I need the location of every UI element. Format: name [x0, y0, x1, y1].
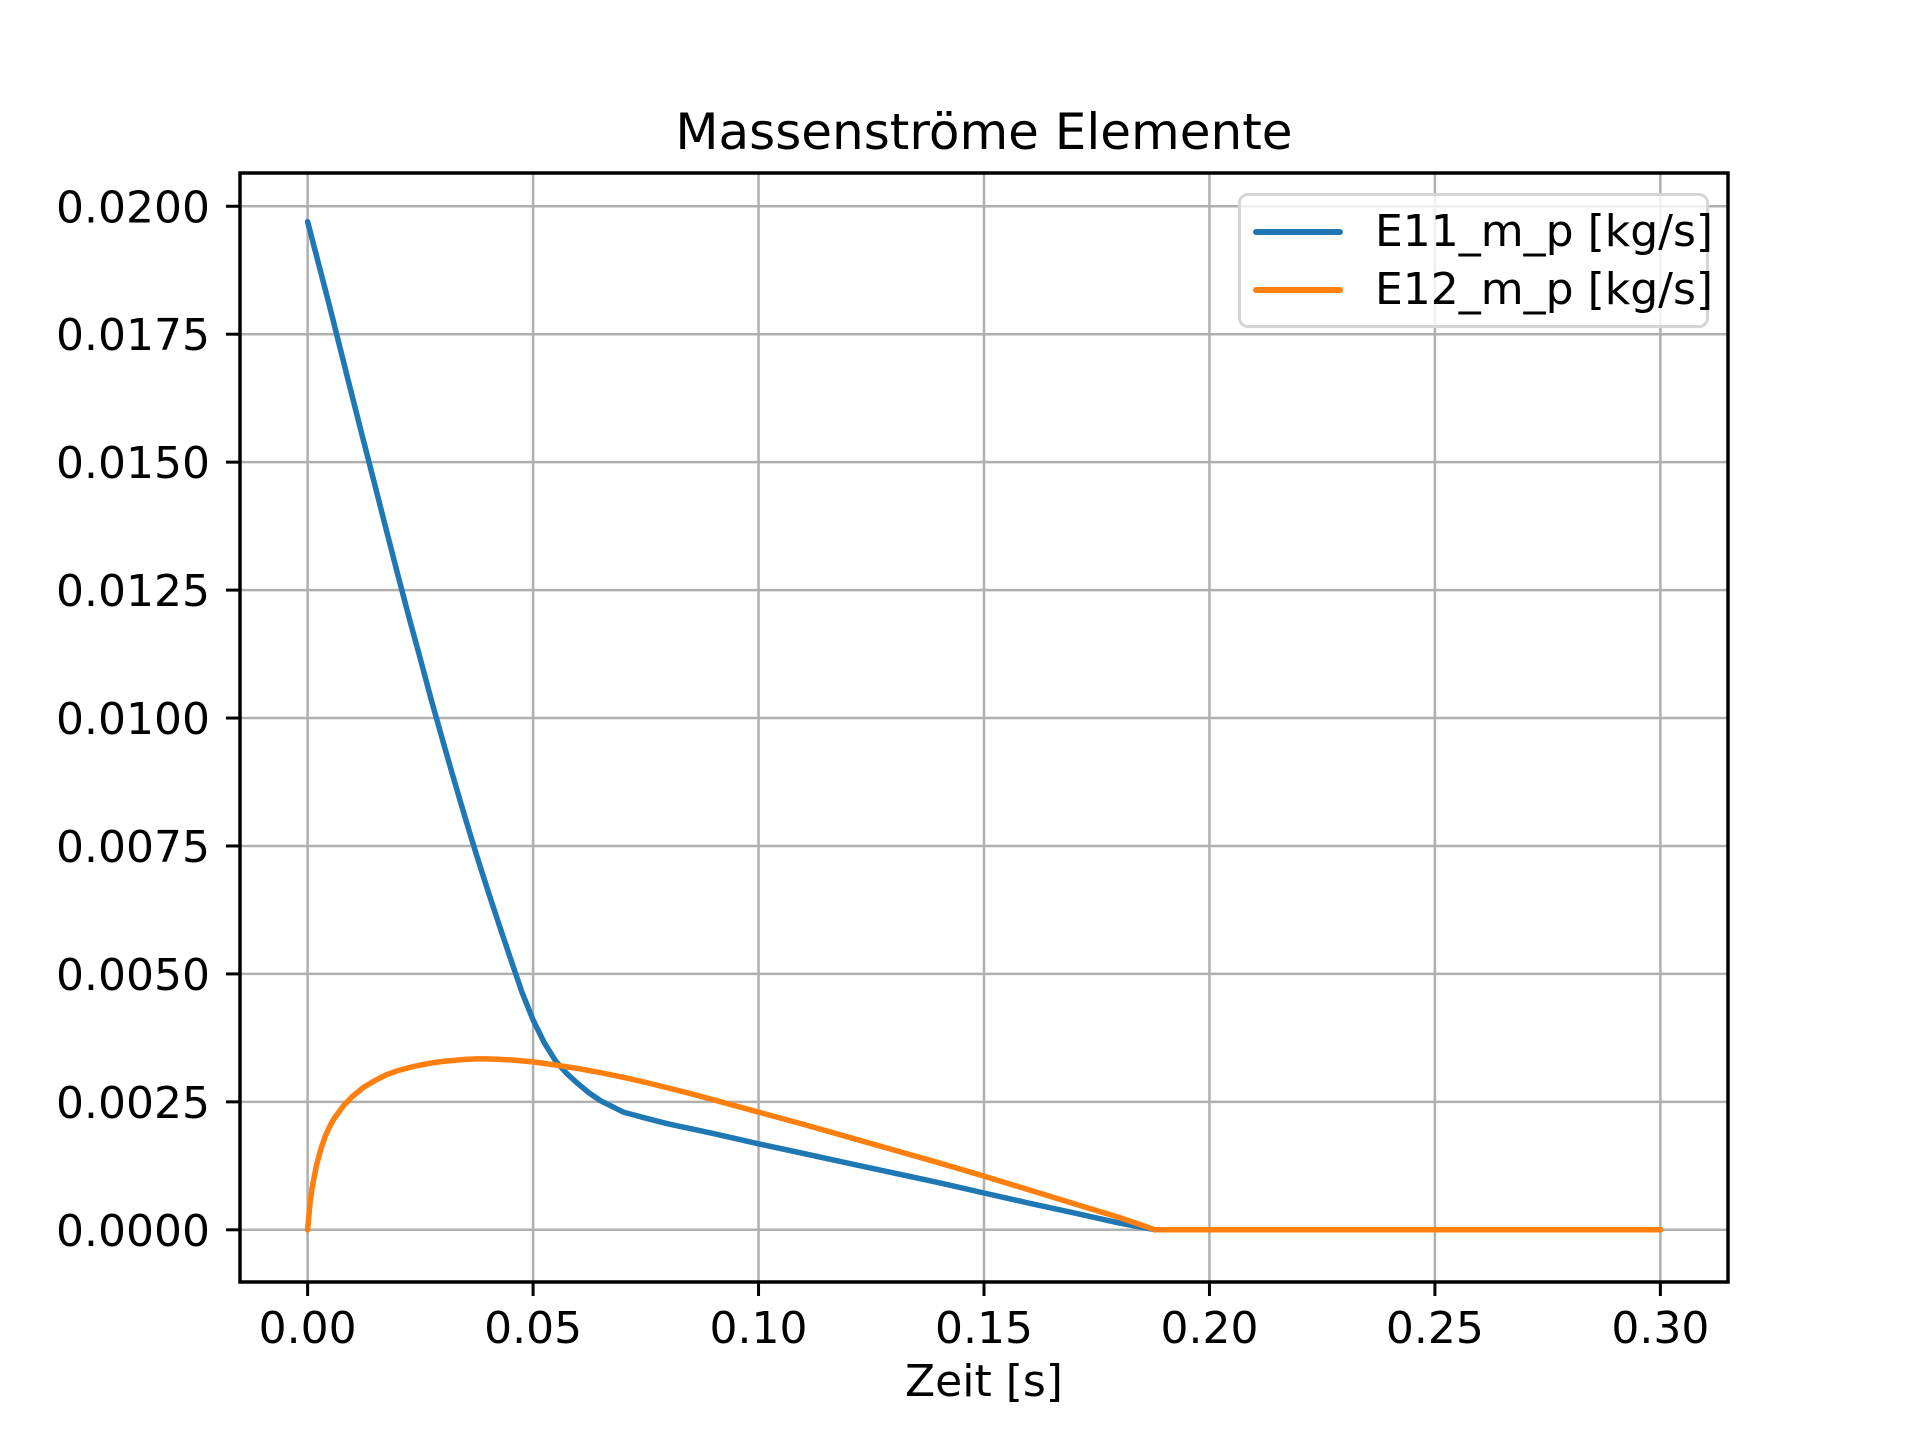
legend-item-e11: E11_m_p [kg/s] — [1253, 209, 1713, 254]
y-tick-label: 0.0050 — [56, 950, 210, 1001]
x-tick-label: 0.15 — [935, 1303, 1033, 1354]
grid — [240, 173, 1728, 1282]
y-tick-label: 0.0100 — [56, 694, 210, 745]
ticks — [226, 204, 1662, 1296]
legend: E11_m_p [kg/s] E12_m_p [kg/s] — [1238, 193, 1713, 328]
legend-item-e12: E12_m_p [kg/s] — [1253, 267, 1713, 312]
x-tick-label: 0.30 — [1611, 1303, 1709, 1354]
y-tick-label: 0.0200 — [56, 182, 210, 233]
x-tick-label: 0.05 — [484, 1303, 582, 1354]
tick-labels: 0.00 0.05 0.10 0.15 0.20 0.25 0.30 0.0000 0.0025… — [56, 182, 1709, 1354]
x-tick-label: 0.20 — [1160, 1303, 1258, 1354]
y-tick-label: 0.0000 — [56, 1206, 210, 1257]
x-axis-label: Zeit [s] — [905, 1356, 1063, 1407]
x-tick-label: 0.10 — [710, 1303, 808, 1354]
y-tick-label: 0.0025 — [56, 1078, 210, 1129]
legend-label-e12: E12_m_p [kg/s] — [1375, 263, 1714, 315]
y-tick-label: 0.0075 — [56, 822, 210, 873]
x-tick-label: 0.00 — [259, 1303, 357, 1354]
legend-label-e11: E11_m_p [kg/s] — [1375, 205, 1714, 257]
series-line-e11 — [304, 218, 1664, 1233]
chart-title: Massenströme Elemente — [675, 103, 1293, 161]
x-tick-label: 0.25 — [1386, 1303, 1484, 1354]
y-tick-label: 0.0125 — [56, 566, 210, 617]
y-tick-label: 0.0150 — [56, 438, 210, 489]
y-tick-label: 0.0175 — [56, 310, 210, 361]
legend-line-sample-e11 — [1253, 228, 1343, 235]
legend-line-sample-e12 — [1253, 286, 1343, 293]
series-line-e12 — [304, 1056, 1664, 1233]
